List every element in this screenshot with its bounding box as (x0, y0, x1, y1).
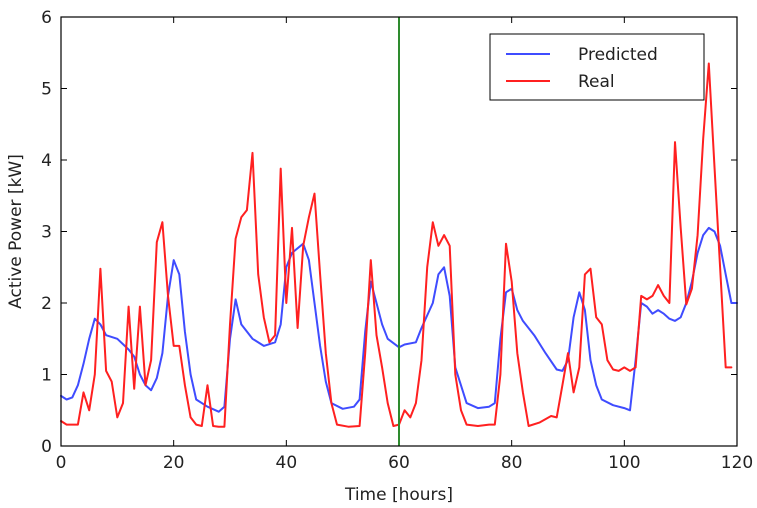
x-tick-label: 0 (56, 453, 67, 473)
legend-box (489, 33, 705, 101)
legend: Predicted Real (489, 33, 705, 101)
x-tick-label: 80 (501, 453, 523, 473)
x-tick-label: 60 (388, 453, 410, 473)
y-tick-label: 0 (41, 437, 52, 457)
plot-area: 0 1 2 3 4 5 6 0 20 40 60 80 100 120 (41, 8, 753, 473)
x-axis-label: Time [hours] (344, 485, 453, 505)
y-tick-label: 5 (41, 80, 52, 100)
y-tick-label: 4 (41, 151, 52, 171)
series-line-predicted (60, 226, 738, 413)
x-tick-label: 20 (163, 453, 185, 473)
y-tick-label: 6 (41, 8, 52, 28)
x-axis: 0 20 40 60 80 100 120 (56, 17, 753, 473)
y-tick-label: 2 (41, 294, 52, 314)
y-tick-label: 3 (41, 223, 52, 243)
y-axis: 0 1 2 3 4 5 6 (41, 8, 737, 457)
legend-label-real: Real (578, 72, 615, 92)
series-line-real (60, 62, 733, 428)
plot-frame (60, 16, 738, 447)
y-tick-label: 1 (41, 366, 52, 386)
legend-label-predicted: Predicted (578, 45, 658, 65)
x-tick-label: 120 (721, 453, 753, 473)
series-layer (60, 62, 738, 428)
y-axis-label: Active Power [kW] (6, 154, 26, 309)
x-tick-label: 100 (608, 453, 640, 473)
x-tick-label: 40 (276, 453, 298, 473)
